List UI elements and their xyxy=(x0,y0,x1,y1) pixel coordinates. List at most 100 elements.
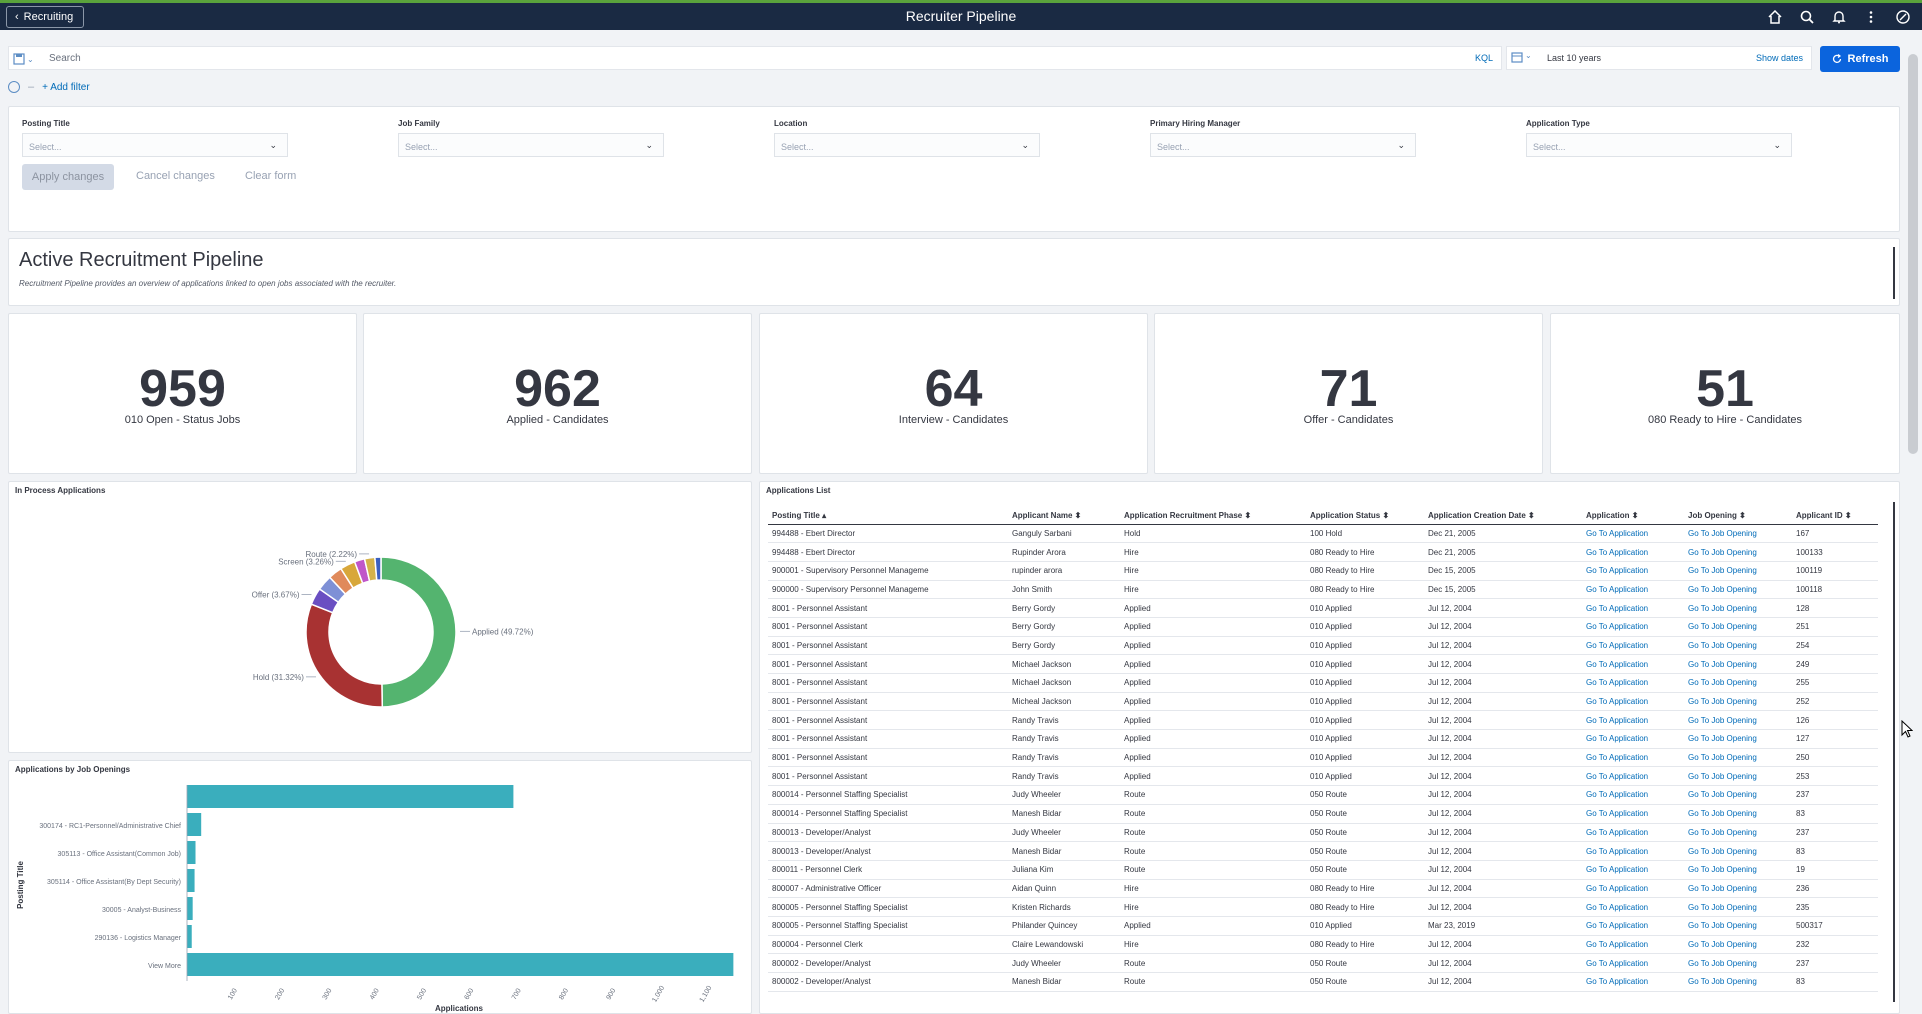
apply-changes-button[interactable]: Apply changes xyxy=(22,164,114,190)
go-to-job-opening-link[interactable]: Go To Job Opening xyxy=(1684,841,1792,861)
go-to-application-link[interactable]: Go To Application xyxy=(1582,748,1684,768)
go-to-application-link[interactable]: Go To Application xyxy=(1582,953,1684,973)
primary-hiring-manager-select[interactable]: Select... ⌄ xyxy=(1150,133,1416,157)
go-to-application-link[interactable]: Go To Application xyxy=(1582,860,1684,880)
go-to-job-opening-link[interactable]: Go To Job Opening xyxy=(1684,710,1792,731)
donut-slice[interactable] xyxy=(305,603,384,708)
bell-icon[interactable] xyxy=(1830,8,1848,26)
metric-applied-candidates: 962 Applied - Candidates xyxy=(363,313,752,474)
bar[interactable] xyxy=(187,925,192,948)
location-select[interactable]: Select... ⌄ xyxy=(774,133,1040,157)
column-header[interactable]: Applicant ID ⬍ xyxy=(1792,508,1878,525)
compass-icon[interactable] xyxy=(1894,8,1912,26)
bar[interactable] xyxy=(187,869,195,892)
table-cell: Micheal Jackson xyxy=(1008,692,1120,712)
donut-slice[interactable] xyxy=(374,556,382,581)
go-to-application-link[interactable]: Go To Application xyxy=(1582,636,1684,656)
go-to-application-link[interactable]: Go To Application xyxy=(1582,729,1684,749)
go-to-job-opening-link[interactable]: Go To Job Opening xyxy=(1684,524,1792,544)
bar[interactable] xyxy=(187,785,514,808)
go-to-job-opening-link[interactable]: Go To Job Opening xyxy=(1684,617,1792,637)
go-to-job-opening-link[interactable]: Go To Job Opening xyxy=(1684,766,1792,787)
go-to-job-opening-link[interactable]: Go To Job Opening xyxy=(1684,972,1792,992)
home-icon[interactable] xyxy=(1766,8,1784,26)
go-to-application-link[interactable]: Go To Application xyxy=(1582,654,1684,674)
go-to-application-link[interactable]: Go To Application xyxy=(1582,692,1684,712)
filter-options-icon[interactable] xyxy=(8,81,20,93)
go-to-job-opening-link[interactable]: Go To Job Opening xyxy=(1684,542,1792,562)
table-scroll-indicator[interactable] xyxy=(1893,502,1895,1002)
go-to-application-link[interactable]: Go To Application xyxy=(1582,524,1684,544)
bar-category-label: 300174 - RC1-Personnel/Administrative Ch… xyxy=(39,823,181,830)
go-to-job-opening-link[interactable]: Go To Job Opening xyxy=(1684,785,1792,805)
add-filter-link[interactable]: + Add filter xyxy=(42,81,90,93)
go-to-job-opening-link[interactable]: Go To Job Opening xyxy=(1684,953,1792,973)
go-to-application-link[interactable]: Go To Application xyxy=(1582,916,1684,936)
go-to-application-link[interactable]: Go To Application xyxy=(1582,580,1684,600)
job-family-select[interactable]: Select... ⌄ xyxy=(398,133,664,157)
page-title: Recruiter Pipeline xyxy=(905,8,1017,24)
go-to-application-link[interactable]: Go To Application xyxy=(1582,598,1684,618)
bar[interactable] xyxy=(187,813,202,836)
go-to-job-opening-link[interactable]: Go To Job Opening xyxy=(1684,879,1792,899)
bar[interactable] xyxy=(187,897,193,920)
donut-slice[interactable] xyxy=(380,556,457,708)
clear-form-button[interactable]: Clear form xyxy=(245,170,297,182)
go-to-application-link[interactable]: Go To Application xyxy=(1582,617,1684,637)
go-to-application-link[interactable]: Go To Application xyxy=(1582,561,1684,581)
column-header[interactable]: Application Recruitment Phase ⬍ xyxy=(1120,508,1306,525)
go-to-job-opening-link[interactable]: Go To Job Opening xyxy=(1684,823,1792,843)
go-to-job-opening-link[interactable]: Go To Job Opening xyxy=(1684,598,1792,618)
column-header[interactable]: Application Creation Date ⬍ xyxy=(1424,508,1582,525)
refresh-button[interactable]: Refresh xyxy=(1820,46,1900,72)
go-to-application-link[interactable]: Go To Application xyxy=(1582,766,1684,787)
go-to-job-opening-link[interactable]: Go To Job Opening xyxy=(1684,860,1792,880)
go-to-job-opening-link[interactable]: Go To Job Opening xyxy=(1684,897,1792,917)
column-header[interactable]: Posting Title ▴ xyxy=(768,508,1008,525)
cancel-changes-button[interactable]: Cancel changes xyxy=(136,170,215,182)
table-cell: 010 Applied xyxy=(1306,748,1424,768)
saved-query-icon[interactable]: ⌄ xyxy=(13,51,39,67)
go-to-job-opening-link[interactable]: Go To Job Opening xyxy=(1684,673,1792,693)
go-to-job-opening-link[interactable]: Go To Job Opening xyxy=(1684,916,1792,936)
column-header[interactable]: Job Opening ⬍ xyxy=(1684,508,1792,525)
go-to-application-link[interactable]: Go To Application xyxy=(1582,710,1684,731)
page-scrollbar[interactable] xyxy=(1908,54,1918,454)
go-to-application-link[interactable]: Go To Application xyxy=(1582,823,1684,843)
column-header[interactable]: Application ⬍ xyxy=(1582,508,1684,525)
go-to-job-opening-link[interactable]: Go To Job Opening xyxy=(1684,561,1792,581)
go-to-application-link[interactable]: Go To Application xyxy=(1582,673,1684,693)
go-to-job-opening-link[interactable]: Go To Job Opening xyxy=(1684,654,1792,674)
go-to-job-opening-link[interactable]: Go To Job Opening xyxy=(1684,748,1792,768)
show-dates-link[interactable]: Show dates xyxy=(1755,53,1803,63)
go-to-application-link[interactable]: Go To Application xyxy=(1582,542,1684,562)
search-icon[interactable] xyxy=(1798,8,1816,26)
column-header[interactable]: Applicant Name ⬍ xyxy=(1008,508,1120,525)
go-to-job-opening-link[interactable]: Go To Job Opening xyxy=(1684,580,1792,600)
go-to-application-link[interactable]: Go To Application xyxy=(1582,935,1684,955)
back-to-recruiting-button[interactable]: ‹ Recruiting xyxy=(6,6,85,28)
date-picker[interactable]: ⌄ Last 10 years Show dates xyxy=(1506,46,1812,70)
go-to-application-link[interactable]: Go To Application xyxy=(1582,804,1684,824)
filter-bar: – + Add filter xyxy=(8,79,90,95)
calendar-icon[interactable]: ⌄ xyxy=(1511,51,1532,63)
kql-toggle[interactable]: KQL xyxy=(1474,53,1493,63)
bar[interactable] xyxy=(187,841,196,864)
go-to-job-opening-link[interactable]: Go To Job Opening xyxy=(1684,729,1792,749)
column-header[interactable]: Application Status ⬍ xyxy=(1306,508,1424,525)
more-vertical-icon[interactable] xyxy=(1862,8,1880,26)
go-to-job-opening-link[interactable]: Go To Job Opening xyxy=(1684,935,1792,955)
bar[interactable] xyxy=(187,953,734,976)
go-to-job-opening-link[interactable]: Go To Job Opening xyxy=(1684,692,1792,712)
go-to-application-link[interactable]: Go To Application xyxy=(1582,897,1684,917)
search-input[interactable]: ⌄ Search KQL xyxy=(8,46,1502,70)
posting-title-select[interactable]: Select... ⌄ xyxy=(22,133,288,157)
search-placeholder: Search xyxy=(49,53,81,64)
go-to-application-link[interactable]: Go To Application xyxy=(1582,785,1684,805)
go-to-application-link[interactable]: Go To Application xyxy=(1582,841,1684,861)
go-to-job-opening-link[interactable]: Go To Job Opening xyxy=(1684,804,1792,824)
application-type-select[interactable]: Select... ⌄ xyxy=(1526,133,1792,157)
go-to-application-link[interactable]: Go To Application xyxy=(1582,879,1684,899)
go-to-application-link[interactable]: Go To Application xyxy=(1582,972,1684,992)
go-to-job-opening-link[interactable]: Go To Job Opening xyxy=(1684,636,1792,656)
